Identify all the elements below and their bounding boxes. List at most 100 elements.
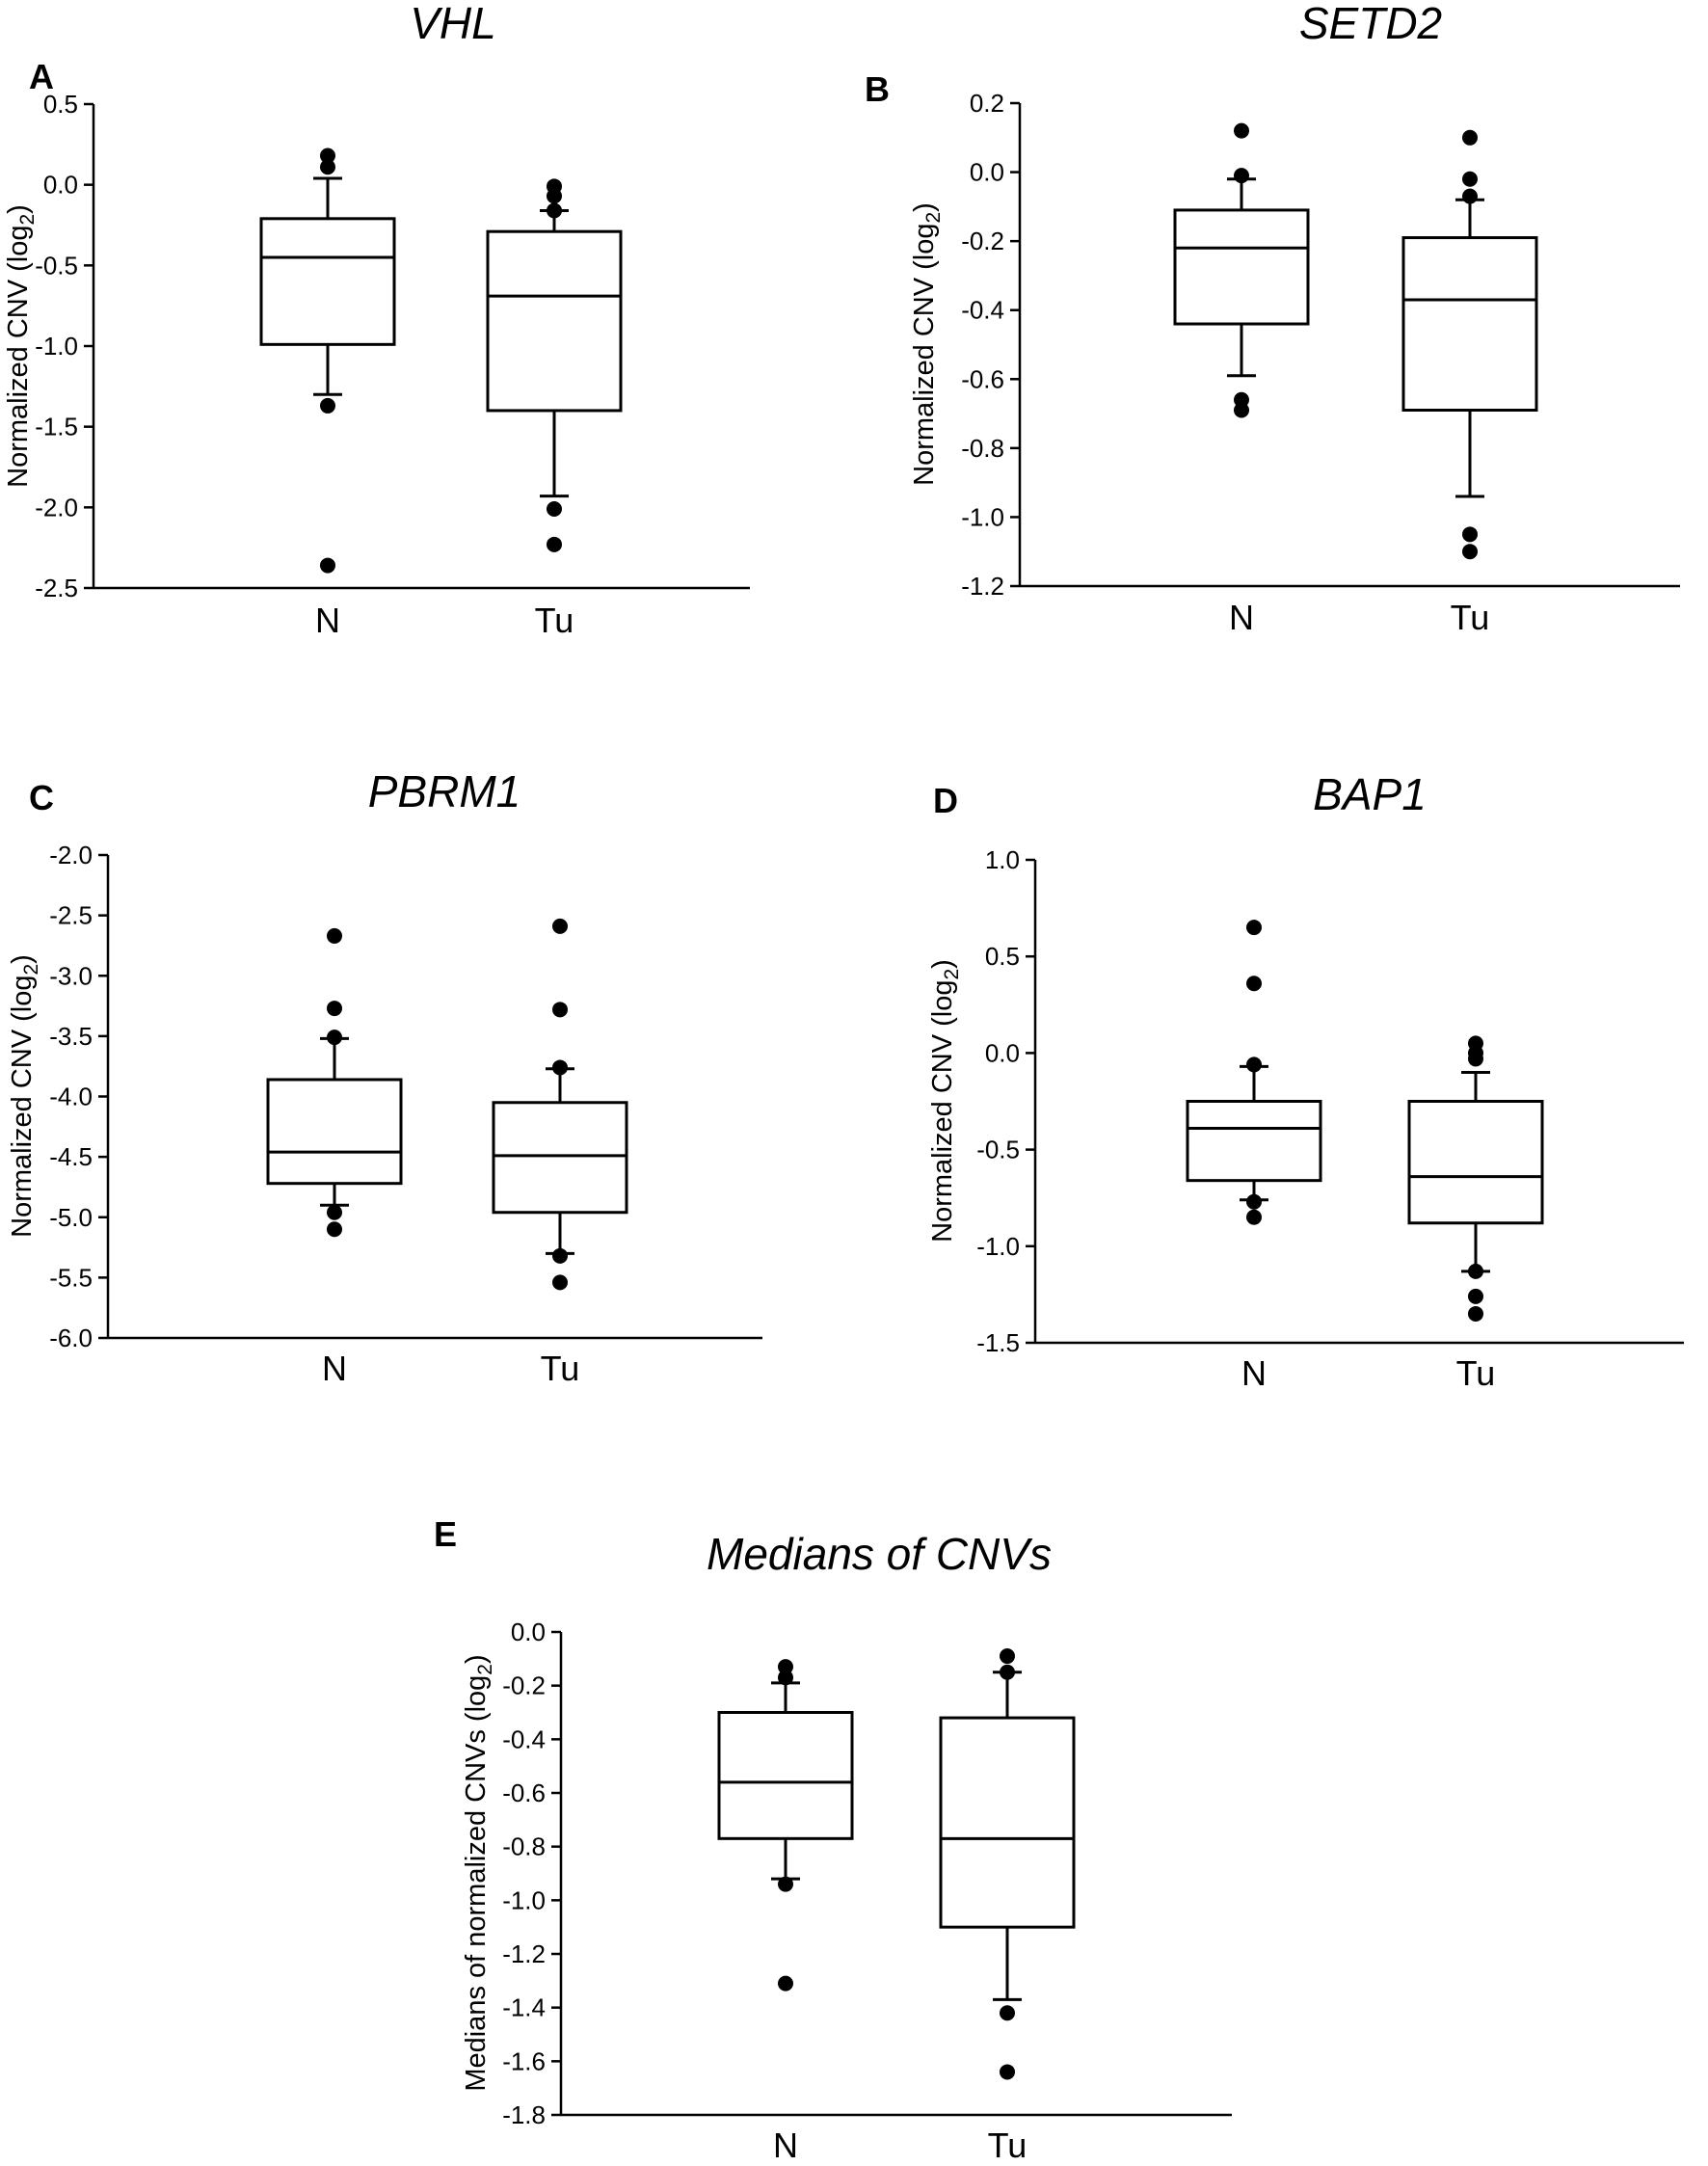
box-tu bbox=[486, 178, 623, 552]
outlier-point bbox=[547, 536, 562, 552]
x-category-label: N bbox=[1229, 598, 1254, 637]
y-axis-label-end: ) bbox=[461, 1654, 492, 1664]
y-tick-label: -1.5 bbox=[35, 413, 78, 441]
y-tick-label: -0.4 bbox=[502, 1725, 546, 1753]
panel-letter-b: B bbox=[865, 69, 890, 109]
chart-title-d: BAP1 bbox=[1313, 769, 1427, 819]
panel-a: A VHL Normalized CNV (log2) 0.5 0.0 -0.5 -1.0 -… bbox=[3, 0, 750, 640]
y-tick-label: -0.2 bbox=[502, 1671, 546, 1700]
outlier-point bbox=[327, 1001, 342, 1017]
y-tick-label: -1.4 bbox=[502, 1993, 546, 2022]
y-tick-label: 0.2 bbox=[970, 89, 1004, 118]
y-axis-label-d: Normalized CNV (log2) bbox=[927, 959, 963, 1243]
y-axis-label-end: ) bbox=[7, 954, 38, 964]
box-n bbox=[1186, 920, 1322, 1225]
x-category-label: N bbox=[1241, 1353, 1267, 1393]
y-tick-label: 1.0 bbox=[985, 845, 1020, 874]
y-tick-label: -1.0 bbox=[961, 502, 1004, 531]
box-iqr bbox=[259, 217, 396, 346]
outlier-point bbox=[1246, 976, 1262, 992]
panel-b: B SETD2 Normalized CNV (log2) 0.2 0.0 -0.2 -0.… bbox=[865, 0, 1680, 637]
y-tick-label: 0.0 bbox=[970, 158, 1004, 187]
y-tick-label: 0.5 bbox=[985, 942, 1020, 971]
outlier-point bbox=[1468, 1305, 1483, 1322]
chart-title-a: VHL bbox=[410, 0, 495, 48]
chart-title-c: PBRM1 bbox=[368, 766, 520, 816]
outlier-point bbox=[1246, 1209, 1262, 1225]
y-tick-label: -2.5 bbox=[49, 901, 93, 930]
outlier-point bbox=[1000, 2005, 1015, 2021]
y-tick-label: -0.2 bbox=[961, 227, 1004, 255]
y-tick-label: -3.0 bbox=[49, 961, 93, 990]
y-tick-label: -5.5 bbox=[49, 1263, 93, 1292]
outlier-point bbox=[1468, 1051, 1483, 1067]
y-tick-label: -0.6 bbox=[502, 1778, 546, 1807]
box-iqr bbox=[266, 1078, 403, 1186]
y-axis-label-subscript: 2 bbox=[474, 1664, 496, 1675]
outlier-point bbox=[1234, 122, 1249, 139]
box-iqr bbox=[717, 1711, 854, 1840]
outlier-point bbox=[1468, 1288, 1483, 1304]
y-tick-label: -1.5 bbox=[976, 1328, 1020, 1357]
outlier-point bbox=[1000, 1664, 1015, 1680]
y-tick-label: -0.6 bbox=[961, 364, 1004, 393]
y-tick-label: -2.5 bbox=[35, 574, 78, 602]
y-tick-label: -0.8 bbox=[502, 1832, 546, 1861]
outlier-point bbox=[1462, 171, 1478, 187]
y-axis-label-main: Normalized CNV (log bbox=[7, 976, 38, 1238]
box-iqr bbox=[1186, 1100, 1322, 1183]
y-tick-label: -1.8 bbox=[502, 2100, 546, 2129]
outlier-point bbox=[547, 202, 562, 219]
x-category-label: Tu bbox=[535, 601, 574, 640]
outlier-point bbox=[778, 1876, 793, 1892]
outlier-point bbox=[552, 1059, 568, 1076]
y-tick-label: -2.0 bbox=[49, 841, 93, 869]
y-axis-label-e: Medians of normalized CNVs (log2) bbox=[461, 1654, 496, 2091]
panel-c: C PBRM1 Normalized CNV (log2) -2.0 -2.5 -3.0 -… bbox=[7, 766, 762, 1388]
chart-title-e: Medians of CNVs bbox=[707, 1529, 1052, 1579]
y-axis-label-subscript: 2 bbox=[941, 969, 963, 980]
y-axis-label-main: Normalized CNV (log bbox=[927, 980, 958, 1243]
outlier-point bbox=[327, 1221, 342, 1238]
box-n bbox=[259, 147, 396, 574]
outlier-point bbox=[552, 1002, 568, 1018]
box-iqr bbox=[492, 1101, 628, 1215]
y-axis-label-main: Normalized CNV (log bbox=[3, 226, 34, 488]
outlier-point bbox=[1246, 920, 1262, 936]
y-axis-label-b: Normalized CNV (log2) bbox=[909, 202, 945, 486]
outlier-point bbox=[1468, 1263, 1483, 1279]
chart-title-b: SETD2 bbox=[1299, 0, 1442, 48]
outlier-point bbox=[778, 1670, 793, 1686]
outlier-point bbox=[1234, 168, 1249, 184]
panel-letter-c: C bbox=[29, 778, 54, 817]
box-iqr bbox=[1407, 1100, 1544, 1225]
y-tick-label: -4.0 bbox=[49, 1083, 93, 1111]
y-tick-label: 0.0 bbox=[511, 1618, 546, 1646]
y-tick-label: -1.0 bbox=[35, 332, 78, 361]
outlier-point bbox=[1234, 402, 1249, 418]
y-tick-label: -0.8 bbox=[961, 434, 1004, 463]
outlier-point bbox=[778, 1975, 793, 1992]
outlier-point bbox=[1000, 2064, 1015, 2080]
box-n bbox=[717, 1659, 854, 1992]
outlier-point bbox=[327, 1030, 342, 1046]
box-tu bbox=[1401, 129, 1538, 560]
y-axis-label-end: ) bbox=[927, 959, 958, 969]
box-iqr bbox=[1401, 236, 1538, 412]
outlier-point bbox=[320, 397, 335, 414]
y-axis-label-main: Medians of normalized CNVs (log bbox=[461, 1675, 492, 2092]
outlier-point bbox=[320, 557, 335, 574]
y-axis-label-subscript: 2 bbox=[922, 212, 945, 224]
y-tick-label: -4.5 bbox=[49, 1142, 93, 1171]
y-axis-label-main: Normalized CNV (log bbox=[909, 224, 940, 486]
y-tick-label: -1.2 bbox=[502, 1939, 546, 1968]
y-axis-label-c: Normalized CNV (log2) bbox=[7, 954, 42, 1238]
outlier-point bbox=[327, 927, 342, 944]
x-category-label: Tu bbox=[541, 1349, 580, 1388]
outlier-point bbox=[778, 1659, 793, 1675]
outlier-point bbox=[1462, 188, 1478, 204]
y-tick-label: -2.0 bbox=[35, 493, 78, 521]
x-category-label: N bbox=[773, 2126, 798, 2165]
box-tu bbox=[492, 918, 628, 1291]
